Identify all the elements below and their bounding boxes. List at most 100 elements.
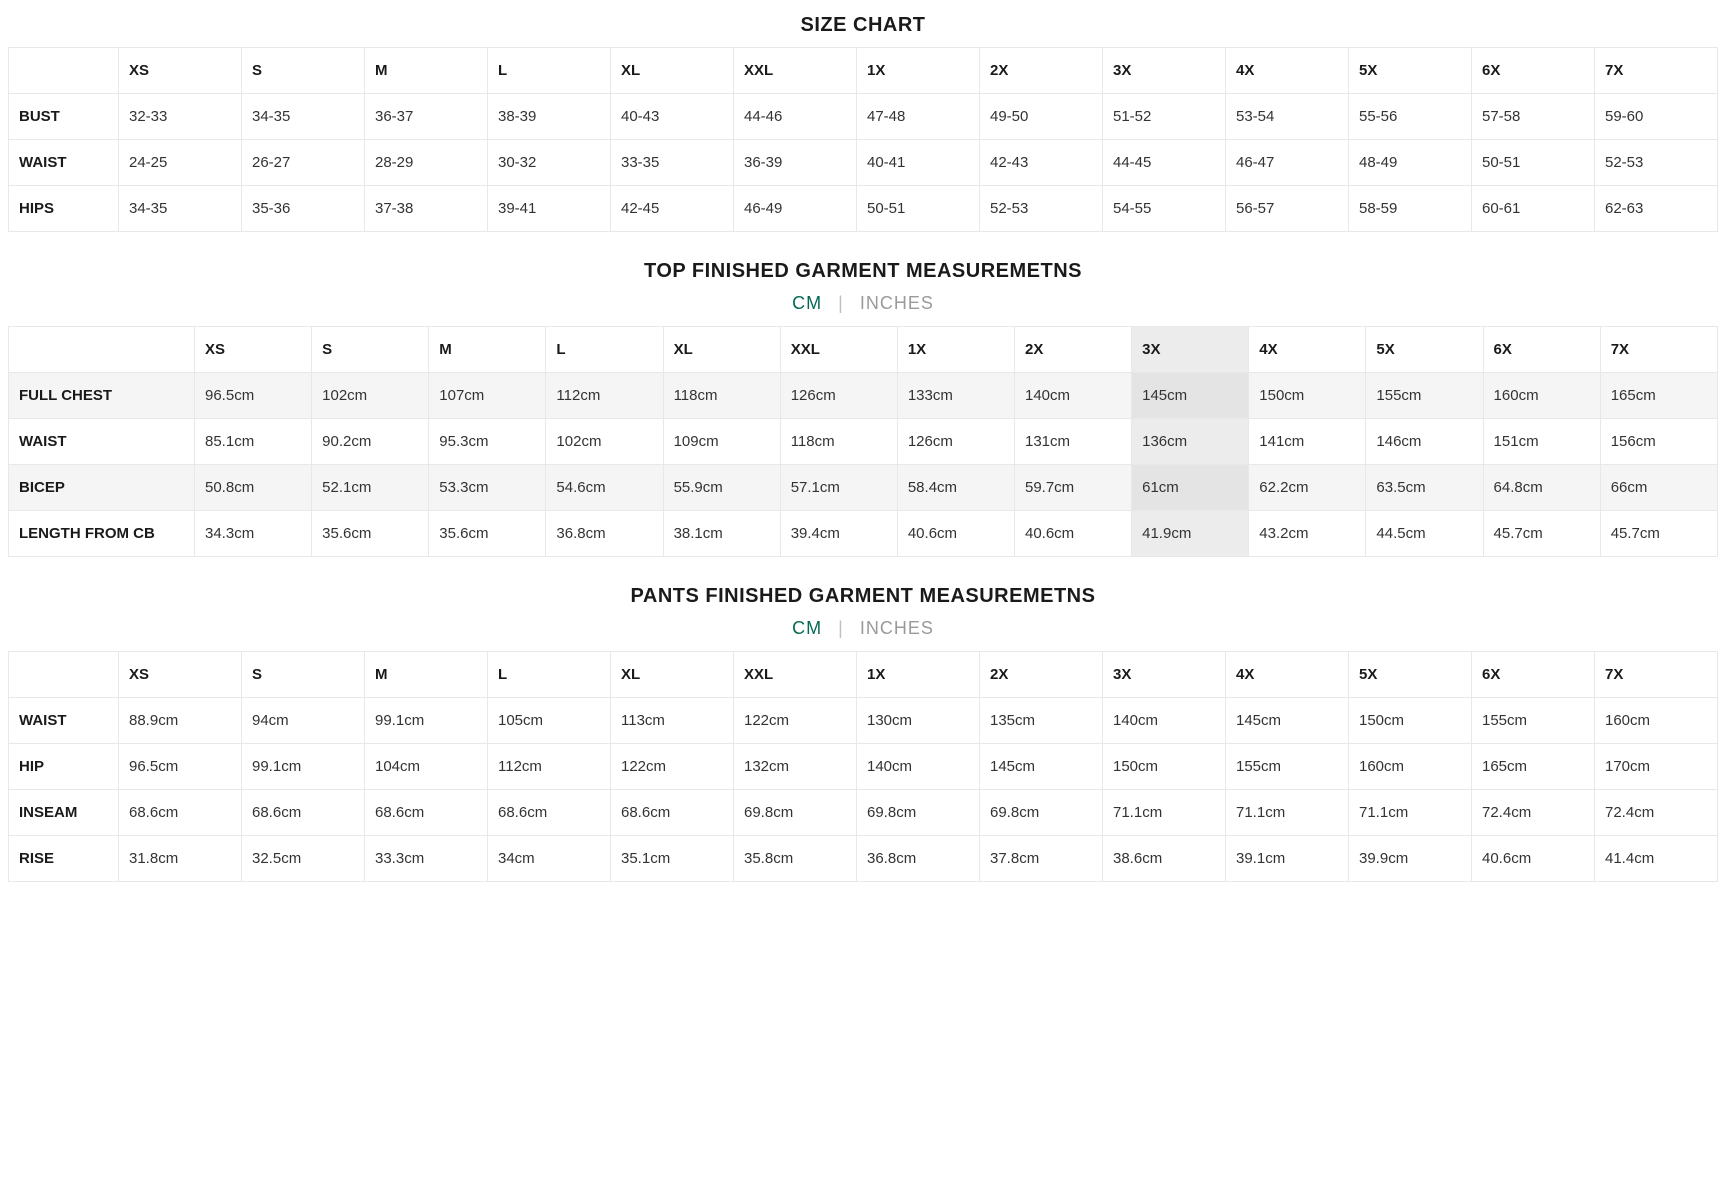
table-cell: 40.6cm (1014, 511, 1131, 557)
table-cell: 58.4cm (897, 465, 1014, 511)
column-header: 7X (1595, 652, 1718, 698)
table-cell: 145cm (1132, 373, 1249, 419)
table-cell: 39.1cm (1226, 836, 1349, 882)
column-header: XXL (780, 327, 897, 373)
unit-separator: | (838, 293, 844, 313)
column-header: L (546, 327, 663, 373)
table-cell: 37-38 (365, 186, 488, 232)
row-label: HIPS (9, 186, 119, 232)
table-cell: 52.1cm (312, 465, 429, 511)
table-cell: 32-33 (119, 94, 242, 140)
top-meas-body: FULL CHEST96.5cm102cm107cm112cm118cm126c… (9, 373, 1718, 557)
row-label: INSEAM (9, 790, 119, 836)
table-cell: 34-35 (242, 94, 365, 140)
column-header: L (488, 48, 611, 94)
table-cell: 170cm (1595, 744, 1718, 790)
table-cell: 46-49 (734, 186, 857, 232)
table-cell: 122cm (611, 744, 734, 790)
table-cell: 49-50 (980, 94, 1103, 140)
table-row: FULL CHEST96.5cm102cm107cm112cm118cm126c… (9, 373, 1718, 419)
column-header: XL (611, 652, 734, 698)
column-header: 1X (857, 652, 980, 698)
table-cell: 44-45 (1103, 140, 1226, 186)
column-header: 1X (897, 327, 1014, 373)
column-header: 6X (1472, 652, 1595, 698)
size-chart-title: SIZE CHART (8, 14, 1718, 37)
column-header: 5X (1349, 48, 1472, 94)
table-cell: 39.9cm (1349, 836, 1472, 882)
unit-inches[interactable]: INCHES (860, 293, 934, 313)
table-row: LENGTH FROM CB34.3cm35.6cm35.6cm36.8cm38… (9, 511, 1718, 557)
table-cell: 41.4cm (1595, 836, 1718, 882)
table-cell: 135cm (980, 698, 1103, 744)
table-cell: 109cm (663, 419, 780, 465)
row-label: HIP (9, 744, 119, 790)
table-cell: 46-47 (1226, 140, 1349, 186)
table-cell: 69.8cm (857, 790, 980, 836)
table-cell: 59.7cm (1014, 465, 1131, 511)
column-header: 4X (1249, 327, 1366, 373)
table-cell: 35.1cm (611, 836, 734, 882)
table-cell: 68.6cm (119, 790, 242, 836)
unit-cm[interactable]: CM (792, 618, 822, 638)
table-cell: 155cm (1472, 698, 1595, 744)
table-cell: 53-54 (1226, 94, 1349, 140)
unit-inches[interactable]: INCHES (860, 618, 934, 638)
column-header: S (242, 48, 365, 94)
row-label: RISE (9, 836, 119, 882)
table-cell: 118cm (780, 419, 897, 465)
row-label: BICEP (9, 465, 195, 511)
column-header: XS (195, 327, 312, 373)
table-cell: 35.6cm (429, 511, 546, 557)
pants-meas-head: XSSMLXLXXL1X2X3X4X5X6X7X (9, 652, 1718, 698)
table-cell: 140cm (1103, 698, 1226, 744)
table-row: HIPS34-3535-3637-3839-4142-4546-4950-515… (9, 186, 1718, 232)
table-cell: 35-36 (242, 186, 365, 232)
unit-toggle-pants: CM | INCHES (8, 618, 1718, 639)
top-meas-table: XSSMLXLXXL1X2X3X4X5X6X7X FULL CHEST96.5c… (8, 326, 1718, 557)
column-header: XS (119, 652, 242, 698)
row-label: WAIST (9, 698, 119, 744)
column-header: 3X (1103, 652, 1226, 698)
column-header (9, 48, 119, 94)
column-header: 3X (1103, 48, 1226, 94)
table-cell: 131cm (1014, 419, 1131, 465)
pants-meas-table: XSSMLXLXXL1X2X3X4X5X6X7X WAIST88.9cm94cm… (8, 651, 1718, 882)
table-cell: 96.5cm (119, 744, 242, 790)
column-header: XS (119, 48, 242, 94)
column-header: 4X (1226, 652, 1349, 698)
table-cell: 60-61 (1472, 186, 1595, 232)
table-cell: 145cm (1226, 698, 1349, 744)
table-cell: 85.1cm (195, 419, 312, 465)
table-cell: 31.8cm (119, 836, 242, 882)
table-cell: 38.6cm (1103, 836, 1226, 882)
table-cell: 112cm (488, 744, 611, 790)
table-cell: 59-60 (1595, 94, 1718, 140)
top-meas-head: XSSMLXLXXL1X2X3X4X5X6X7X (9, 327, 1718, 373)
column-header (9, 652, 119, 698)
row-label: WAIST (9, 140, 119, 186)
row-label: WAIST (9, 419, 195, 465)
table-cell: 90.2cm (312, 419, 429, 465)
table-cell: 40-41 (857, 140, 980, 186)
table-cell: 69.8cm (734, 790, 857, 836)
table-cell: 132cm (734, 744, 857, 790)
table-cell: 33.3cm (365, 836, 488, 882)
table-cell: 54.6cm (546, 465, 663, 511)
table-cell: 30-32 (488, 140, 611, 186)
table-cell: 64.8cm (1483, 465, 1600, 511)
size-chart-body: BUST32-3334-3536-3738-3940-4344-4647-484… (9, 94, 1718, 232)
table-row: BUST32-3334-3536-3738-3940-4344-4647-484… (9, 94, 1718, 140)
table-cell: 145cm (980, 744, 1103, 790)
table-cell: 39.4cm (780, 511, 897, 557)
table-cell: 68.6cm (242, 790, 365, 836)
table-cell: 107cm (429, 373, 546, 419)
table-cell: 160cm (1483, 373, 1600, 419)
table-cell: 66cm (1600, 465, 1717, 511)
table-cell: 150cm (1103, 744, 1226, 790)
table-cell: 36-39 (734, 140, 857, 186)
table-cell: 156cm (1600, 419, 1717, 465)
table-cell: 160cm (1595, 698, 1718, 744)
unit-cm[interactable]: CM (792, 293, 822, 313)
table-cell: 102cm (546, 419, 663, 465)
